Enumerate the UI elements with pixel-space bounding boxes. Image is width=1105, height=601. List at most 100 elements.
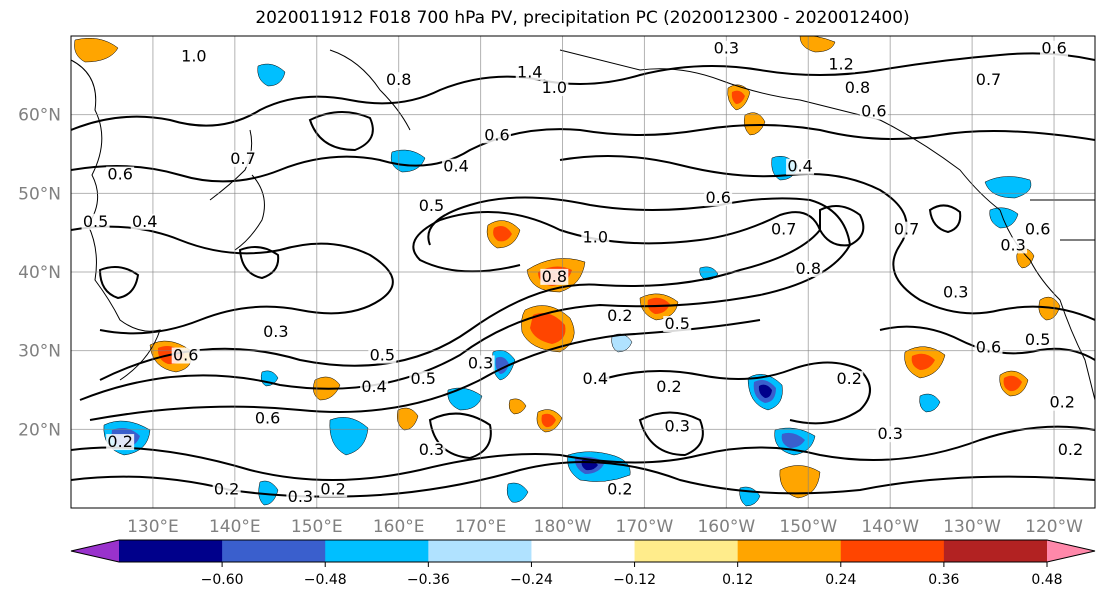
contour-label-bg	[581, 229, 610, 246]
lon-tick-label: 120°W	[1025, 517, 1083, 537]
positive-anomaly-blob-5	[521, 305, 575, 353]
positive-anomaly-blob-13	[397, 407, 419, 431]
contour-label: 0.7	[230, 149, 255, 168]
contour-label: 0.3	[664, 416, 689, 435]
contour-label: 0.2	[214, 479, 239, 498]
colorbar-tick-label: 0.48	[1031, 572, 1062, 588]
colorbar-bin	[634, 540, 739, 562]
map-title: 2020011912 F018 700 hPa PV, precipitatio…	[255, 8, 910, 28]
contour-label: 0.8	[386, 70, 411, 89]
pv-contour-2	[79, 196, 852, 401]
contour-label: 0.8	[542, 267, 567, 286]
pv-contour-9	[559, 155, 1095, 321]
pv-contour-4	[71, 425, 1095, 481]
negative-anomaly-blob-8	[747, 374, 783, 411]
contour-label: 0.3	[714, 39, 739, 58]
coastline-asia	[71, 59, 161, 381]
positive-anomaly-blob-1	[74, 38, 119, 63]
contour-label: 0.7	[771, 220, 796, 239]
contour-label-bg	[605, 481, 634, 498]
contour-label: 1.0	[542, 78, 567, 97]
contour-label: 0.3	[1000, 235, 1025, 254]
lat-tick-label: 30°N	[18, 342, 61, 362]
contour-label: 0.2	[607, 306, 632, 325]
contour-label: 0.5	[1025, 330, 1050, 349]
contour-label: 0.2	[1050, 393, 1075, 412]
colorbar-tick-label: −0.12	[613, 572, 656, 588]
colorbar-tick-label: −0.36	[407, 572, 450, 588]
lat-tick-label: 50°N	[18, 184, 61, 204]
contour-label-bg	[974, 72, 1003, 89]
colorbar-extend-min	[71, 540, 119, 562]
contour-label: 0.4	[361, 377, 386, 396]
contour-label-bg	[1023, 331, 1052, 348]
negative-anomaly-blob-14	[506, 482, 529, 503]
contour-label-bg	[409, 371, 438, 388]
colorbar	[70, 539, 1096, 563]
contour-label-bg	[974, 339, 1003, 356]
lon-tick-label: 150°W	[779, 517, 837, 537]
contour-label: 0.4	[583, 369, 608, 388]
colorbar-outline	[70, 539, 1096, 563]
colorbar-bin	[943, 540, 1048, 562]
positive-anomaly-blob-8	[743, 112, 766, 136]
positive-anomaly-blob-3	[486, 220, 521, 249]
contour-label-bg	[1056, 441, 1085, 458]
lat-tick-label: 40°N	[18, 263, 61, 283]
contour-label-bg	[794, 261, 823, 277]
contour-label-bg	[212, 481, 241, 498]
contour-label: 0.2	[607, 479, 632, 498]
contour-label-bg	[892, 221, 921, 238]
contour-label-bg	[843, 80, 872, 97]
coastline-alaska	[559, 49, 1001, 211]
map-frame	[70, 35, 1096, 509]
contour-label-bg	[515, 64, 544, 81]
lon-tick-label: 170°E	[455, 517, 507, 537]
contour-label: 0.2	[656, 377, 681, 396]
contour-label-bg	[171, 347, 200, 364]
contour-label-bg	[466, 355, 495, 372]
contour-label: 0.3	[468, 353, 493, 372]
contour-label: 0.3	[263, 322, 288, 341]
contour-label-bg	[384, 72, 413, 89]
contour-label: 0.2	[107, 432, 132, 451]
lon-tick-label: 130°E	[127, 517, 179, 537]
coastline-borders	[1030, 199, 1095, 241]
contour-label: 0.6	[173, 346, 198, 365]
contour-label: 0.5	[419, 196, 444, 215]
contour-label: 0.6	[1041, 39, 1066, 58]
negative-anomaly-blob-4	[329, 417, 369, 456]
contour-label: 0.5	[411, 369, 436, 388]
positive-anomaly-blob-9	[904, 346, 946, 379]
contour-label: 0.4	[443, 157, 468, 176]
longitude-tick-labels: 130°E 140°E 150°E 160°E 170°E 180°W 170°W 160°W…	[127, 517, 1083, 537]
positive-anomaly-blob-7	[727, 84, 751, 111]
lon-tick-label: 160°E	[373, 517, 425, 537]
positive-anomaly-blob-14	[536, 409, 563, 433]
colorbar-bin	[531, 540, 636, 562]
contour-label-bg	[663, 418, 692, 435]
contour-label-bg	[130, 213, 159, 230]
negative-anomaly-blob-5	[447, 387, 483, 411]
pv-contour-11	[599, 361, 871, 425]
contour-label: 1.4	[517, 62, 542, 81]
contour-label: 0.7	[976, 70, 1001, 89]
pv-contour-15	[98, 265, 140, 300]
pv-contour-7	[71, 124, 1095, 183]
contour-label-bg	[1040, 40, 1069, 57]
contour-label: 0.8	[845, 78, 870, 97]
pv-contour-17	[638, 411, 704, 457]
contour-label-bg	[81, 213, 110, 230]
contour-label: 0.5	[370, 346, 395, 365]
contour-label-bg	[786, 158, 815, 175]
colorbar-bin	[222, 540, 326, 562]
lon-tick-label: 170°W	[616, 517, 674, 537]
negative-anomaly-blob-1	[257, 63, 286, 87]
pv-contour-8	[71, 225, 394, 335]
contour-label-bg	[253, 410, 282, 427]
contour-label: 0.2	[320, 479, 345, 498]
negative-anomaly-blob-13	[258, 480, 279, 506]
colorbar-tick-label: −0.48	[304, 572, 347, 588]
colorbar-tick-label: 0.36	[928, 572, 959, 588]
lat-tick-label: 20°N	[18, 420, 61, 440]
